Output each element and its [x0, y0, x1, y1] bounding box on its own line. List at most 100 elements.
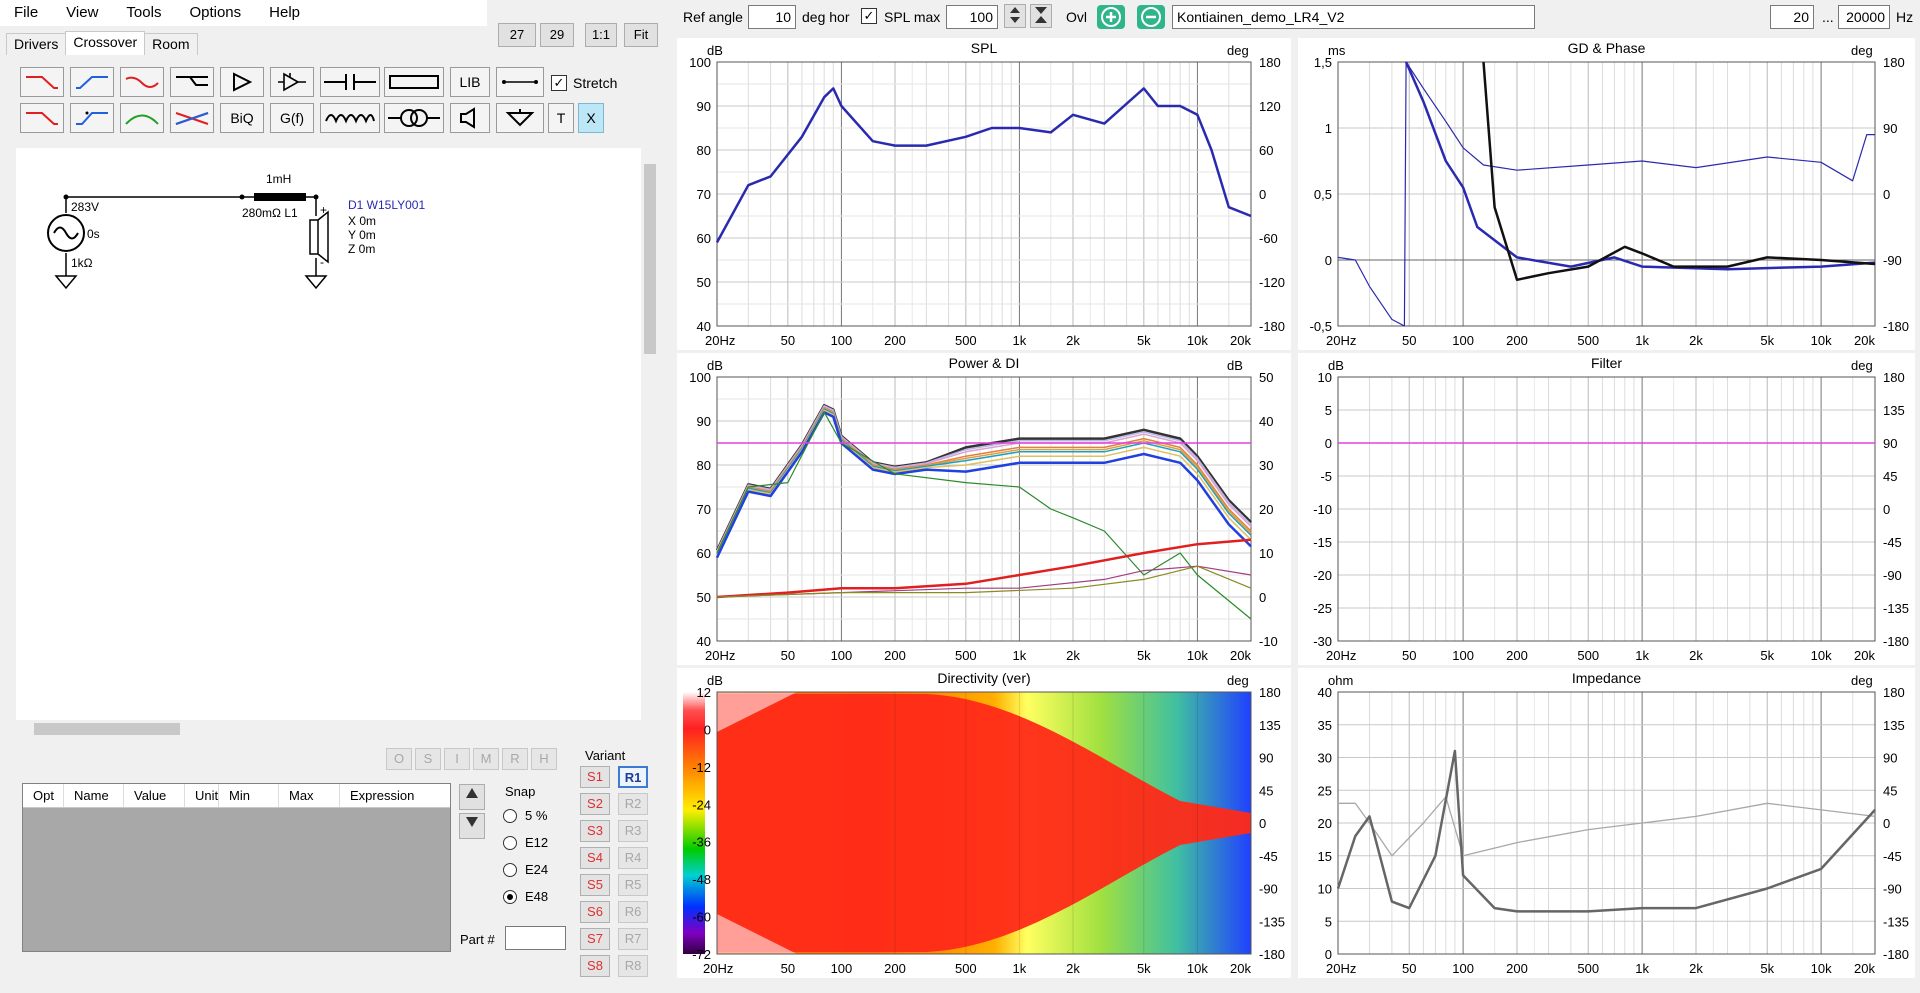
inductor-label: 280mΩ L1: [242, 206, 298, 220]
x-tick-label: 200: [884, 333, 906, 348]
bandpass-green-icon[interactable]: [120, 103, 164, 133]
freq-max-input[interactable]: 20000: [1838, 5, 1890, 29]
zoom-27-button[interactable]: 27: [498, 23, 536, 47]
x-tick-label: 1k: [1635, 333, 1649, 348]
y2-tick-label: -45: [1259, 849, 1278, 864]
opt-i-button[interactable]: I: [444, 748, 470, 770]
zoom-fit-button[interactable]: Fit: [624, 23, 658, 47]
variant-s6-button[interactable]: S6: [580, 901, 610, 923]
variant-r4-button[interactable]: R4: [618, 847, 648, 869]
zoom-29-button[interactable]: 29: [540, 23, 574, 47]
speaker-icon[interactable]: [450, 103, 490, 133]
lib-button[interactable]: LIB: [450, 67, 490, 97]
highpass-blue-icon[interactable]: [70, 67, 114, 97]
y2-tick-label: 135: [1259, 718, 1281, 733]
zoom-1to1-button[interactable]: 1:1: [585, 23, 617, 47]
opt-h-button[interactable]: H: [531, 748, 557, 770]
snap-e12-radio[interactable]: E12: [503, 835, 548, 850]
spl-max-input[interactable]: 100: [946, 5, 998, 29]
menu-view[interactable]: View: [66, 4, 99, 21]
wire-icon[interactable]: [496, 67, 544, 97]
y2-tick-label: -180: [1259, 319, 1285, 334]
variant-r7-button[interactable]: R7: [618, 928, 648, 950]
ref-angle-input[interactable]: 10: [748, 5, 796, 29]
x-tick-label: 10k: [1187, 333, 1208, 348]
project-name-input[interactable]: Kontiainen_demo_LR4_V2: [1172, 5, 1535, 29]
driver-name-label[interactable]: D1 W15LY001: [348, 198, 426, 212]
gf-button[interactable]: G(f): [270, 103, 314, 133]
remove-overlay-button[interactable]: [1137, 5, 1165, 29]
schematic-hscroll[interactable]: [16, 720, 659, 738]
variant-s7-button[interactable]: S7: [580, 928, 610, 950]
filter-chart[interactable]: 20Hz 50 100 200 500 1k 2k 5k 10k 20k 10 5 0 -5 -10 -15-…: [1298, 353, 1915, 665]
parameter-table[interactable]: Opt Name Value Unit Min Max Expression: [22, 783, 451, 952]
variant-s4-button[interactable]: S4: [580, 847, 610, 869]
add-overlay-button[interactable]: [1097, 5, 1125, 29]
resistor-icon[interactable]: [384, 67, 444, 97]
y2-tick-label: 45: [1883, 783, 1897, 798]
move-up-button[interactable]: [459, 784, 485, 810]
y-axis-unit: ohm: [1328, 673, 1353, 688]
tab-crossover[interactable]: Crossover: [65, 31, 146, 55]
highpass-blue-2-icon[interactable]: [70, 103, 114, 133]
variant-r2-button[interactable]: R2: [618, 793, 648, 815]
power-di-chart[interactable]: 20Hz 50 100 200 500 1k 2k 5k 10k 20k 100 90 80 70 60 50…: [677, 353, 1291, 665]
snap-e24-radio[interactable]: E24: [503, 862, 548, 877]
variant-r8-button[interactable]: R8: [618, 955, 648, 977]
gd-phase-chart[interactable]: 20Hz 50 100 200 500 1k 2k 5k 10k 20k 1,5 1 0,5 0 -0,5 1…: [1298, 38, 1915, 350]
impedance-chart[interactable]: 20Hz 50 100 200 500 1k 2k 5k 10k 20k 40 35 30 25 20 15 1…: [1298, 668, 1915, 978]
freq-min-input[interactable]: 20: [1770, 5, 1814, 29]
spl-max-spinner[interactable]: [1004, 4, 1026, 28]
schematic-vscroll[interactable]: [641, 148, 659, 720]
transformer-icon[interactable]: [384, 103, 444, 133]
variant-r3-button[interactable]: R3: [618, 820, 648, 842]
schematic-canvas[interactable]: + - 283V 0s 1kΩ 1mH 280mΩ L1 D1 W15LY001…: [16, 148, 641, 720]
x-button[interactable]: X: [578, 103, 604, 133]
snap-e48-radio[interactable]: E48: [503, 889, 548, 904]
opt-o-button[interactable]: O: [386, 748, 412, 770]
directivity-chart[interactable]: 12 0 -12 -24 -36 -48 -60 -72 20Hz 50 100 200 500 1k 2k…: [677, 668, 1291, 978]
tab-room[interactable]: Room: [144, 33, 198, 55]
inductor-icon[interactable]: [320, 103, 380, 133]
y-tick-label: 100: [689, 370, 711, 385]
capacitor-icon[interactable]: [320, 67, 380, 97]
stretch-checkbox[interactable]: ✓: [551, 75, 567, 91]
move-down-button[interactable]: [459, 813, 485, 839]
spl-range-button[interactable]: [1030, 4, 1052, 28]
opt-s-button[interactable]: S: [415, 748, 441, 770]
lowpass-red-icon[interactable]: [20, 67, 64, 97]
t-button[interactable]: T: [548, 103, 574, 133]
biq-button[interactable]: BiQ: [220, 103, 264, 133]
x-tick-label: 20Hz: [1326, 333, 1356, 348]
menu-file[interactable]: File: [14, 4, 39, 21]
variant-r1-button[interactable]: R1: [618, 766, 648, 788]
menu-tools[interactable]: Tools: [126, 4, 162, 21]
variant-s3-button[interactable]: S3: [580, 820, 610, 842]
ground-icon[interactable]: [496, 103, 544, 133]
crossover-icon[interactable]: [170, 103, 214, 133]
spl-chart[interactable]: 20Hz 50 100 200 500 1k 2k 5k 10k 20k 100 90 80 70 60 50…: [677, 38, 1291, 350]
lowpass-red-2-icon[interactable]: [20, 103, 64, 133]
down-arrow-icon: [466, 817, 478, 827]
amplifier-icon[interactable]: [220, 67, 264, 97]
bandpass-red-icon[interactable]: [120, 67, 164, 97]
tab-drivers[interactable]: Drivers: [6, 33, 67, 55]
opt-m-button[interactable]: M: [473, 748, 499, 770]
variant-r6-button[interactable]: R6: [618, 901, 648, 923]
variant-s1-button[interactable]: S1: [580, 766, 610, 788]
snap-5pct-radio[interactable]: 5 %: [503, 808, 547, 823]
y2-tick-label: 180: [1259, 685, 1281, 700]
variant-s2-button[interactable]: S2: [580, 793, 610, 815]
spl-max-checkbox[interactable]: ✓: [861, 8, 877, 24]
variant-s8-button[interactable]: S8: [580, 955, 610, 977]
menu-options[interactable]: Options: [189, 4, 242, 21]
variant-s5-button[interactable]: S5: [580, 874, 610, 896]
notch-icon[interactable]: [170, 67, 214, 97]
buffer-icon[interactable]: [270, 67, 314, 97]
part-number-input[interactable]: [505, 926, 566, 950]
menu-help[interactable]: Help: [269, 4, 301, 21]
opt-r-button[interactable]: R: [502, 748, 528, 770]
range-dots: ...: [1822, 9, 1834, 25]
y-tick-label: 40: [1318, 685, 1332, 700]
variant-r5-button[interactable]: R5: [618, 874, 648, 896]
